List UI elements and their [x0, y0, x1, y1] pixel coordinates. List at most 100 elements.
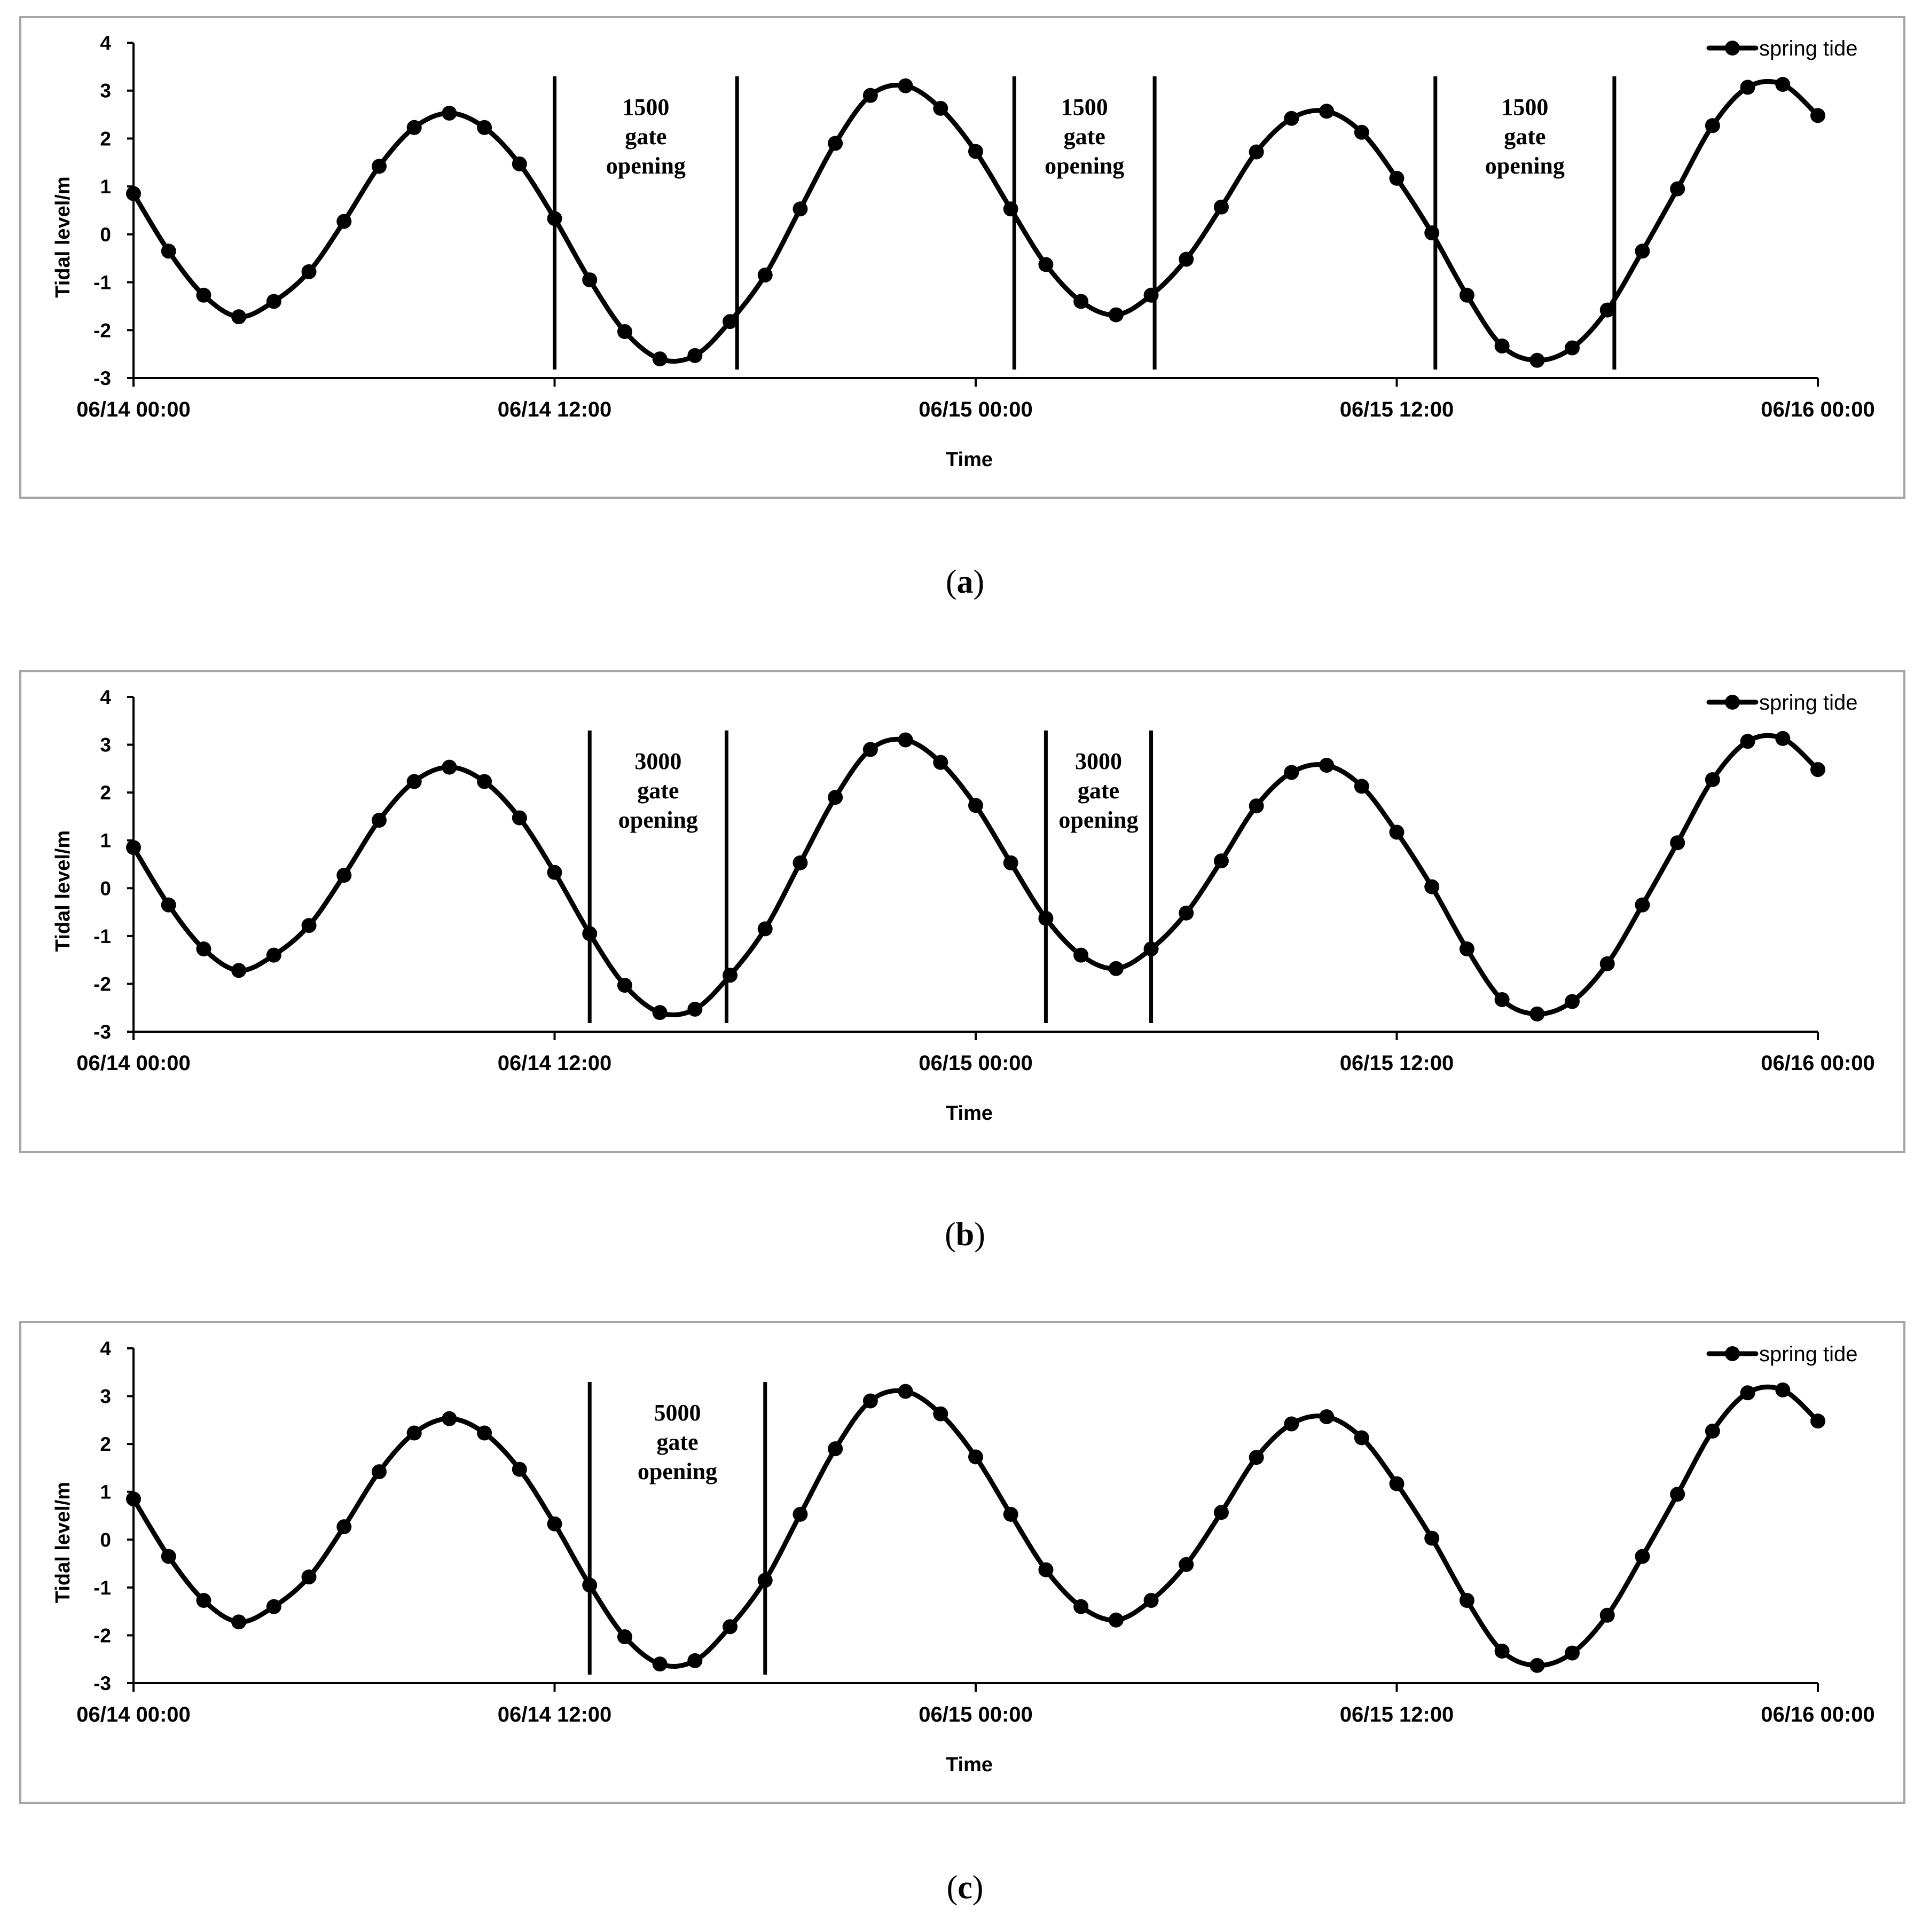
y-tick-label: 4: [100, 686, 111, 708]
data-point: [1599, 302, 1615, 318]
data-point: [1599, 1607, 1615, 1623]
data-point: [301, 264, 317, 279]
x-tick-label: 06/14 12:00: [498, 1051, 612, 1075]
x-tick-label: 06/16 00:00: [1761, 398, 1875, 421]
data-point: [371, 1464, 387, 1480]
data-point: [1354, 124, 1369, 140]
data-point: [1740, 80, 1755, 95]
panel-caption: (a): [946, 564, 984, 600]
panel-letter: c: [958, 1870, 972, 1906]
data-point: [1565, 994, 1580, 1009]
data-point: [1775, 77, 1791, 92]
data-point: [1073, 947, 1089, 963]
gate-annotation-text: gate: [1064, 123, 1105, 150]
data-point: [196, 1593, 211, 1608]
data-point: [266, 947, 281, 963]
data-point: [1143, 1593, 1159, 1608]
data-point: [231, 309, 247, 325]
data-point: [1529, 1006, 1545, 1022]
data-point: [512, 1462, 527, 1477]
data-point: [1319, 1409, 1335, 1425]
legend-marker: [1725, 41, 1740, 56]
data-point: [1213, 853, 1229, 869]
data-point: [1494, 1643, 1510, 1659]
x-tick-label: 06/14 12:00: [498, 398, 612, 421]
data-point: [231, 1614, 247, 1630]
data-point: [1354, 1430, 1369, 1446]
data-point: [512, 810, 527, 826]
gate-annotation-text: opening: [606, 153, 686, 179]
data-point: [1003, 1506, 1018, 1522]
legend-marker: [1725, 695, 1740, 710]
chart-panel-b: 4 3 2 1 0 -1 -2 -3 06/14 00:00 06/14 12:00 06/15 0…: [19, 670, 1905, 1253]
y-tick-label: -1: [93, 925, 111, 947]
data-point: [1389, 170, 1405, 186]
y-axis-title: Tidal level/m: [52, 1482, 74, 1603]
data-point: [652, 1656, 668, 1672]
panel-letter: a: [957, 564, 974, 600]
data-point: [828, 790, 843, 805]
data-point: [1038, 257, 1054, 272]
data-point: [442, 105, 457, 121]
data-point: [1529, 1658, 1545, 1673]
data-point: [442, 759, 457, 775]
gate-annotation-text: opening: [638, 1458, 717, 1485]
data-point: [1108, 307, 1124, 323]
x-tick-label: 06/14 12:00: [498, 1703, 612, 1726]
data-point: [1565, 340, 1580, 356]
y-tick-label: 2: [100, 128, 111, 150]
gate-annotation-text: 1500: [1501, 94, 1548, 120]
series-line-spring-tide: [131, 733, 1821, 1017]
legend-marker: [1725, 1346, 1740, 1361]
x-tick-label: 06/15 00:00: [919, 1051, 1033, 1075]
data-point: [1775, 731, 1791, 746]
data-point: [266, 294, 281, 309]
data-point: [1459, 287, 1474, 303]
data-point: [1459, 941, 1474, 957]
x-axis-title: Time: [946, 449, 993, 471]
y-tick-label: 1: [100, 1481, 111, 1503]
data-point: [301, 1569, 317, 1585]
chart-panel-a: 4 3 2 1 0 -1 -2 -3 06/14 00:00 06/14 12:00 06/15 0…: [19, 16, 1905, 600]
data-point: [1038, 1562, 1054, 1577]
data-point: [126, 840, 141, 855]
data-point: [1810, 1413, 1825, 1429]
data-point: [1213, 199, 1229, 215]
data-point: [1775, 1382, 1791, 1397]
data-point: [1740, 734, 1755, 749]
data-point: [617, 1629, 632, 1645]
data-point: [161, 897, 176, 913]
data-point: [477, 120, 492, 135]
panel-frame: [19, 16, 1905, 499]
data-point: [1179, 905, 1194, 921]
data-point: [687, 348, 703, 363]
data-point: [828, 136, 843, 151]
panel-letter: b: [956, 1216, 974, 1253]
data-point: [1494, 992, 1510, 1007]
y-tick-label: 2: [100, 1433, 111, 1455]
data-point: [196, 287, 211, 303]
y-tick-label: 3: [100, 734, 111, 756]
data-point: [336, 1519, 352, 1535]
gate-annotation-text: opening: [1485, 153, 1565, 179]
y-axis-title: Tidal level/m: [52, 830, 74, 952]
data-point: [1073, 294, 1089, 309]
data-point: [1179, 252, 1194, 267]
legend-label: spring tide: [1759, 1342, 1858, 1366]
gate-annotation-text: gate: [1504, 123, 1545, 150]
data-point: [336, 214, 352, 229]
y-tick-label: 1: [100, 176, 111, 198]
panel-caption: (c): [947, 1870, 984, 1906]
data-point: [1670, 181, 1685, 197]
series-line-spring-tide: [131, 1384, 1821, 1669]
data-point: [547, 1516, 562, 1532]
data-point: [933, 1406, 948, 1421]
data-point: [126, 186, 141, 201]
data-point: [652, 351, 668, 367]
y-tick-label: 0: [100, 1529, 111, 1551]
data-point: [1705, 1423, 1720, 1439]
data-point: [442, 1411, 457, 1426]
x-tick-label: 06/15 12:00: [1340, 398, 1454, 421]
gate-annotation-text: 1500: [1061, 94, 1108, 120]
data-point: [547, 865, 562, 880]
